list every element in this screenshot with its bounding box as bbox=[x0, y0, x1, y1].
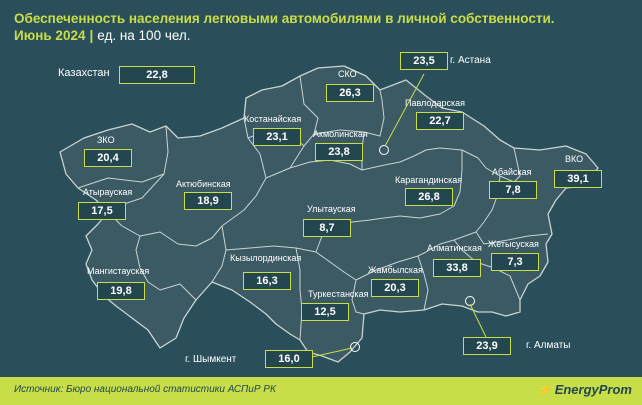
region-label-turkestan: Туркестанская bbox=[308, 289, 369, 299]
city-value-astana: 23,5 bbox=[400, 52, 448, 70]
region-label-kyzylorda: Кызылординская bbox=[230, 253, 302, 263]
brand-logo: ⚡ EnergyProm bbox=[537, 382, 632, 397]
region-value-mangystau: 19,8 bbox=[97, 282, 145, 300]
country-label: Казахстан bbox=[58, 67, 110, 79]
lightning-icon: ⚡ bbox=[536, 383, 552, 397]
region-label-abay: Абайская bbox=[492, 167, 532, 177]
page-title: Обеспеченность населения легковыми автом… bbox=[14, 11, 555, 26]
region-value-karaganda: 26,8 bbox=[405, 188, 453, 206]
city-label-shymkent: г. Шымкент bbox=[185, 354, 237, 365]
region-value-ulytau: 8,7 bbox=[303, 219, 351, 237]
region-label-karaganda: Карагандинская bbox=[395, 175, 463, 185]
period: Июнь 2024 bbox=[14, 28, 86, 43]
unit: ед. на 100 чел. bbox=[97, 28, 191, 43]
subtitle: Июнь 2024 | ед. на 100 чел. bbox=[14, 27, 191, 45]
almaty-leader bbox=[469, 303, 487, 338]
region-label-kostanay: Костанайская bbox=[244, 114, 302, 124]
region-value-pavlodar: 22,7 bbox=[416, 112, 464, 130]
region-label-zko: ЗКО bbox=[97, 135, 115, 145]
region-value-zhambyl: 20,3 bbox=[371, 279, 419, 297]
region-value-akmola: 23,8 bbox=[315, 143, 363, 161]
region-value-sko: 26,3 bbox=[326, 84, 374, 102]
footer-bar: Источник: Бюро национальной статистики А… bbox=[0, 377, 642, 405]
city-label-astana: г. Астана bbox=[450, 55, 491, 66]
shymkent-marker bbox=[350, 342, 360, 352]
region-label-pavlodar: Павлодарская bbox=[405, 98, 465, 108]
region-label-zhambyl: Жамбылская bbox=[368, 265, 423, 275]
brand-name: EnergyProm bbox=[554, 382, 632, 397]
region-value-aktobe: 18,9 bbox=[184, 192, 232, 210]
region-label-almaty-region: Алматинская bbox=[427, 243, 482, 253]
region-value-kostanay: 23,1 bbox=[253, 128, 301, 146]
region-value-zko: 20,4 bbox=[84, 149, 132, 167]
separator: | bbox=[89, 28, 94, 43]
region-value-kyzylorda: 16,3 bbox=[243, 272, 291, 290]
region-value-vko: 39,1 bbox=[554, 170, 602, 188]
region-label-mangystau: Мангистауская bbox=[87, 266, 150, 276]
city-label-almaty: г. Алматы bbox=[526, 340, 571, 351]
city-value-shymkent: 16,0 bbox=[265, 350, 313, 368]
shymkent-leader bbox=[311, 347, 353, 358]
city-value-almaty: 23,9 bbox=[463, 337, 511, 355]
region-label-akmola: Акмолинская bbox=[313, 129, 368, 139]
astana-marker bbox=[379, 145, 389, 155]
region-label-vko: ВКО bbox=[565, 154, 584, 164]
source-note: Источник: Бюро национальной статистики А… bbox=[14, 384, 276, 395]
region-borders bbox=[77, 75, 549, 341]
region-value-atyrau: 17,5 bbox=[78, 202, 126, 220]
region-label-aktobe: Актюбинская bbox=[176, 179, 231, 189]
region-value-zhetysu: 7,3 bbox=[491, 253, 539, 271]
region-value-abay: 7,8 bbox=[489, 181, 537, 199]
astana-leader bbox=[384, 73, 425, 147]
country-value: 22,8 bbox=[119, 66, 195, 84]
region-value-almaty-region: 33,8 bbox=[433, 259, 481, 277]
region-label-ulytau: Улытауская bbox=[307, 204, 356, 214]
region-label-atyrau: Атырауская bbox=[83, 187, 133, 197]
region-label-sko: СКО bbox=[338, 69, 357, 79]
almaty-marker bbox=[465, 296, 475, 306]
region-label-zhetysu: Жетысуская bbox=[488, 239, 539, 249]
region-value-turkestan: 12,5 bbox=[301, 303, 349, 321]
